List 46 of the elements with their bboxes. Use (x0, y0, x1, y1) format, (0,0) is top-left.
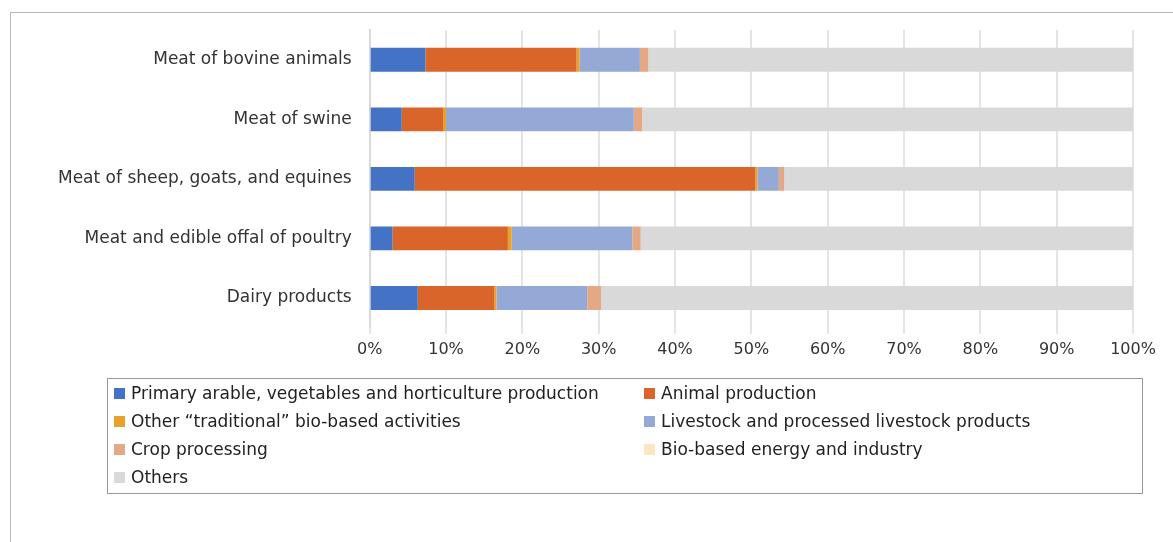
bar (370, 107, 402, 132)
x-tick-label: 60% (809, 338, 846, 358)
bar (507, 226, 512, 251)
y-tick-label: Dairy products (226, 286, 352, 307)
bar (401, 107, 443, 132)
bar (370, 286, 418, 310)
legend-label: Crop processing (131, 439, 268, 459)
bar (639, 47, 649, 72)
bar (576, 47, 580, 72)
x-tick-label: 20% (504, 338, 541, 358)
bar (757, 166, 779, 191)
y-tick-label: Meat of bovine animals (153, 48, 352, 69)
bar (587, 286, 601, 310)
x-tick-label: 80% (962, 338, 999, 358)
y-tick-label: Meat of sheep, goats, and equines (58, 167, 352, 188)
bar (496, 286, 588, 310)
bar (370, 166, 415, 191)
bar (417, 286, 495, 310)
y-tick-label: Meat of swine (233, 107, 352, 128)
bar (579, 47, 640, 72)
x-tick-label: 90% (1038, 338, 1075, 358)
bar (392, 226, 508, 251)
legend-label: Other “traditional” bio-based activities (131, 411, 461, 431)
bar (370, 47, 426, 72)
y-tick-label: Meat and edible offal of poultry (84, 226, 352, 247)
x-tick-label: 40% (657, 338, 693, 358)
bar (425, 47, 577, 72)
legend-label: Others (131, 467, 189, 487)
bar (778, 166, 785, 191)
bar (414, 166, 756, 191)
legend-label: Bio-based energy and industry (661, 439, 923, 459)
x-tick-label: 50% (733, 338, 770, 358)
bar (446, 107, 634, 132)
x-tick-label: 10% (428, 338, 464, 358)
legend-label: Animal production (661, 383, 817, 403)
bar (632, 226, 641, 251)
bar (442, 107, 447, 132)
bar (633, 107, 643, 132)
bar (370, 226, 393, 251)
x-tick-label: 70% (886, 338, 922, 358)
bar (511, 226, 633, 251)
legend-label: Primary arable, vegetables and horticulture production (131, 383, 599, 403)
x-tick-label: 0% (357, 338, 383, 358)
legend-label: Livestock and processed livestock products (661, 411, 1031, 431)
x-tick-label: 100% (1110, 338, 1156, 358)
x-tick-label: 30% (580, 338, 617, 358)
